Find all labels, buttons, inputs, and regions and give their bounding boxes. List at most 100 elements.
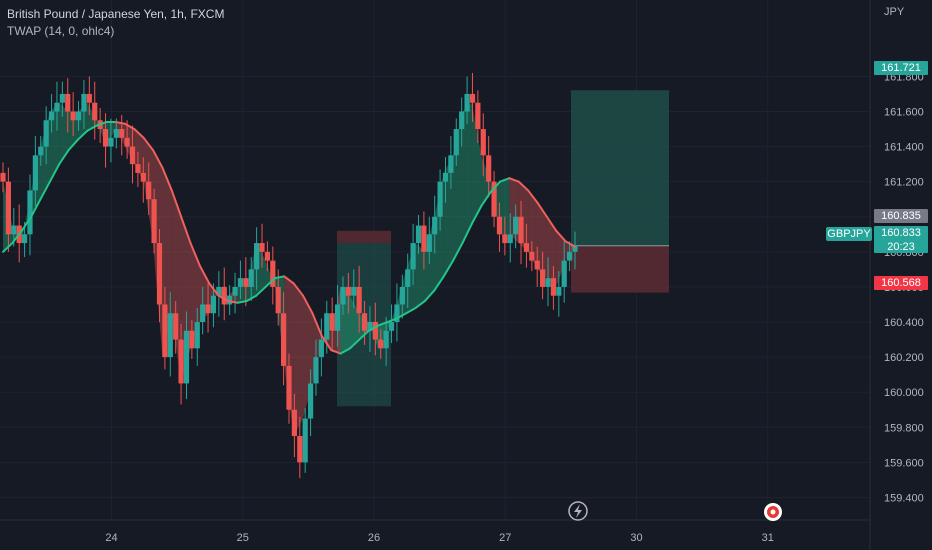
event-marker-icon[interactable] [764, 503, 782, 521]
twap-segment [292, 282, 305, 297]
candle [307, 369, 314, 437]
candle [162, 286, 168, 370]
candle [124, 120, 130, 159]
price-tick-label: 159.800 [884, 422, 924, 434]
twap-segment [264, 277, 276, 288]
twap-segment [39, 180, 51, 201]
twap-line [2, 121, 576, 355]
candle [270, 246, 276, 305]
twap-segment [536, 201, 548, 218]
twap-segment [180, 215, 192, 245]
time-axis: 24 25 26 27 30 31 [105, 532, 774, 544]
currency-label: JPY [884, 6, 905, 18]
candle [48, 93, 55, 133]
twap-segment [245, 294, 258, 302]
twap-segment [564, 240, 576, 248]
twap-segment [227, 299, 239, 304]
candle [318, 318, 324, 377]
candle [518, 200, 524, 265]
candle [556, 271, 562, 317]
twap-segment [330, 349, 342, 355]
candle [345, 272, 351, 314]
candle [92, 81, 98, 140]
candle [65, 78, 71, 133]
candle [334, 285, 341, 347]
time-tick-label: 24 [105, 532, 117, 544]
candle [297, 416, 303, 479]
twap-segment [142, 136, 155, 152]
candle [59, 81, 65, 117]
candle [227, 285, 233, 315]
twap-segment [189, 242, 201, 267]
candle [254, 227, 260, 291]
candle [0, 162, 6, 193]
price-tick-label: 159.600 [884, 457, 924, 469]
candle [550, 265, 557, 310]
lightning-icon[interactable] [568, 501, 588, 521]
twap-segment [86, 124, 98, 132]
target-price-tag: 161.721 [874, 61, 928, 75]
twap-segment [208, 282, 220, 297]
twap-segment [489, 180, 501, 194]
candle [388, 304, 395, 344]
candle [119, 115, 125, 156]
twap-segment [405, 306, 417, 315]
candle [394, 283, 400, 342]
candle [291, 393, 297, 458]
symbol-title[interactable]: British Pound / Japanese Yen, 1h, FXCM [7, 7, 225, 21]
candle [173, 300, 179, 354]
candle [426, 216, 432, 265]
indicator-label[interactable]: TWAP (14, 0, ohlc4) [7, 24, 115, 38]
candle [405, 253, 411, 308]
twap-segment [133, 128, 145, 139]
candle [507, 213, 513, 263]
time-tick-label: 26 [368, 532, 380, 544]
current-price: 160.833 [881, 227, 921, 239]
candle [189, 320, 195, 359]
candle [523, 223, 530, 268]
twap-segment [283, 275, 295, 285]
candle [351, 269, 357, 308]
current-price-tag: 160.833 20:23 [874, 226, 928, 253]
candle [32, 136, 38, 207]
candle [243, 257, 249, 307]
candle [329, 297, 335, 352]
price-tick-label: 161.400 [884, 142, 924, 154]
twap-segment [20, 215, 33, 232]
twap-segment [95, 121, 108, 127]
candle [275, 269, 281, 326]
candle [561, 241, 567, 303]
candle [475, 90, 481, 144]
price-tick-label: 160.400 [884, 317, 924, 329]
candle [38, 136, 44, 166]
candle [372, 302, 378, 356]
candle [534, 246, 540, 287]
twap-segment [114, 121, 126, 125]
twap-segment [273, 275, 286, 280]
past-loss-zone [337, 230, 391, 244]
loss-zone [571, 245, 669, 293]
candle [248, 257, 254, 301]
candle [129, 125, 136, 184]
candle [108, 118, 114, 163]
twap-segment [161, 166, 173, 192]
profit-zone [571, 90, 669, 246]
bar-countdown: 20:23 [887, 241, 915, 253]
twap-segment [320, 335, 333, 352]
candle [146, 162, 152, 215]
time-tick-label: 30 [630, 532, 642, 544]
price-tick-label: 161.600 [884, 106, 924, 118]
candle [545, 257, 551, 307]
twap-segment [123, 122, 136, 131]
candle [378, 329, 384, 359]
twap-segment [67, 138, 80, 152]
candle [513, 204, 519, 249]
candle [464, 76, 470, 124]
twap-segment [386, 317, 398, 324]
twap-segment [236, 299, 248, 304]
stop-price-tag: 160.568 [874, 276, 928, 290]
twap-segment [302, 294, 314, 315]
twap-segment [348, 338, 361, 350]
candle [281, 292, 287, 386]
